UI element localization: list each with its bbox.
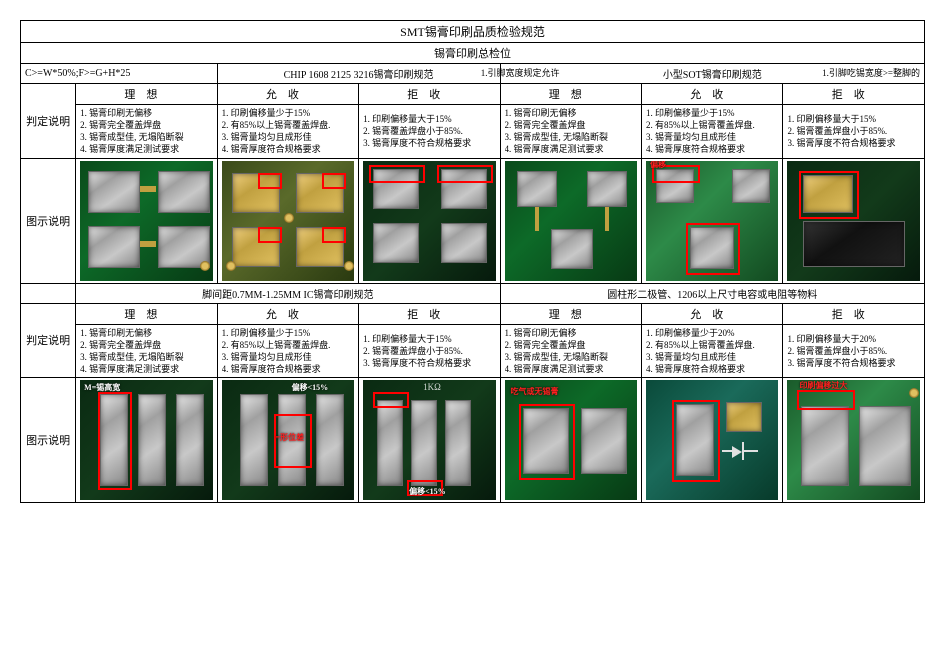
crit-2-reject: 1. 印刷偏移量大于15% 2. 锡膏覆盖焊盘小于85%. 3. 锡膏厚度不符合… (783, 105, 925, 159)
crit-4-reject: 1. 印刷偏移量大于20% 2. 锡膏覆盖焊盘小于85%. 3. 锡膏厚度不符合… (783, 324, 925, 378)
h-reject-2: 拒收 (783, 84, 925, 105)
crit-3-accept: 1. 印刷偏移量少于15% 2. 有85%以上锡膏覆盖焊盘. 3. 锡膏量均匀且… (217, 324, 358, 378)
img-3-reject: 1KΩ 偏移<15% (359, 378, 500, 503)
formula-cell: C>=W*50%;F>=G+H*25 (21, 64, 218, 84)
group2-header: 小型SOT锡膏印刷规范 1.引脚吃锡宽度>=整脚的 (500, 64, 924, 84)
section-row: 锡膏印刷总检位 (21, 43, 925, 64)
h-reject-3: 拒收 (359, 303, 500, 324)
group3-header: 脚间距0.7MM-1.25MM IC锡膏印刷规范 (76, 283, 500, 303)
h-accept-1: 允收 (217, 84, 358, 105)
h-accept-3: 允收 (217, 303, 358, 324)
crit-3-ideal: 1. 锡膏印刷无偏移 2. 锡膏完全覆盖焊盘 3. 锡膏成型佳, 无塌陷断裂 4… (76, 324, 217, 378)
h-ideal-2: 理想 (500, 84, 641, 105)
img-4-accept (641, 378, 782, 503)
img-2-ideal (500, 158, 641, 283)
crit-1-ideal: 1. 锡膏印刷无偏移 2. 锡膏完全覆盖焊盘 3. 锡膏成型佳, 无塌陷断裂 4… (76, 105, 217, 159)
crit-2-ideal: 1. 锡膏印刷无偏移 2. 锡膏完全覆盖焊盘 3. 锡膏成型佳, 无塌陷断裂 4… (500, 105, 641, 159)
img-1-reject (359, 158, 500, 283)
group4-header: 圆柱形二极管、1206以上尺寸电容或电阻等物料 (500, 283, 924, 303)
img-1-accept (217, 158, 358, 283)
group2-label: 小型SOT锡膏印刷规范 (663, 70, 762, 81)
h-ideal-4: 理想 (500, 303, 641, 324)
crit-4-accept: 1. 印刷偏移量少于20% 2. 有85%以上锡膏覆盖焊盘. 3. 锡膏量均匀且… (641, 324, 782, 378)
section-title: 锡膏印刷总检位 (21, 43, 925, 64)
crit-2-accept: 1. 印刷偏移量少于15% 2. 有85%以上锡膏覆盖焊盘. 3. 锡膏量均匀且… (641, 105, 782, 159)
formula-row: C>=W*50%;F>=G+H*25 CHIP 1608 2125 3216锡膏… (21, 64, 925, 84)
image-row-1: 图示说明 (21, 158, 925, 283)
criteria-row-1: 1. 锡膏印刷无偏移 2. 锡膏完全覆盖焊盘 3. 锡膏成型佳, 无塌陷断裂 4… (21, 105, 925, 159)
img-1-ideal (76, 158, 217, 283)
group-row-2: 脚间距0.7MM-1.25MM IC锡膏印刷规范 圆柱形二极管、1206以上尺寸… (21, 283, 925, 303)
img-4-reject: 印刷偏移过大 (783, 378, 925, 503)
crit-3-reject: 1. 印刷偏移量大于15% 2. 锡膏覆盖焊盘小于85%. 3. 锡膏厚度不符合… (359, 324, 500, 378)
overlay-b: 1.引脚吃锡宽度>=整脚的 (822, 66, 920, 79)
image-label-2: 图示说明 (21, 378, 76, 503)
image-label-1: 图示说明 (21, 158, 76, 283)
doc-title: SMT锡膏印刷品质检验规范 (21, 21, 925, 43)
group1-label: CHIP 1608 2125 3216锡膏印刷规范 (284, 70, 434, 81)
col-header-row-2: 判定说明 理想 允收 拒收 理想 允收 拒收 (21, 303, 925, 324)
h-ideal-1: 理想 (76, 84, 217, 105)
title-row: SMT锡膏印刷品质检验规范 (21, 21, 925, 43)
img-3-ideal: M=锡高宽 (76, 378, 217, 503)
h-reject-4: 拒收 (783, 303, 925, 324)
col-header-row-1: 判定说明 理想 允收 拒收 理想 允收 拒收 (21, 84, 925, 105)
image-row-2: 图示说明 M=锡高宽 =形位差 偏移<15% (21, 378, 925, 503)
group1-header: CHIP 1608 2125 3216锡膏印刷规范 1.引脚宽度规定允许 (217, 64, 500, 84)
judge-label-1: 判定说明 (21, 84, 76, 159)
judge-label-2: 判定说明 (21, 303, 76, 378)
img-2-reject (783, 158, 925, 283)
crit-1-reject: 1. 印刷偏移量大于15% 2. 锡膏覆盖焊盘小于85%. 3. 锡膏厚度不符合… (359, 105, 500, 159)
h-accept-2: 允收 (641, 84, 782, 105)
crit-1-accept: 1. 印刷偏移量少于15% 2. 有85%以上锡膏覆盖焊盘. 3. 锡膏量均匀且… (217, 105, 358, 159)
criteria-row-2: 1. 锡膏印刷无偏移 2. 锡膏完全覆盖焊盘 3. 锡膏成型佳, 无塌陷断裂 4… (21, 324, 925, 378)
img-3-accept: =形位差 偏移<15% (217, 378, 358, 503)
crit-4-ideal: 1. 锡膏印刷无偏移 2. 锡膏完全覆盖焊盘 3. 锡膏成型佳, 无塌陷断裂 4… (500, 324, 641, 378)
h-accept-4: 允收 (641, 303, 782, 324)
h-ideal-3: 理想 (76, 303, 217, 324)
h-reject-1: 拒收 (359, 84, 500, 105)
overlay-a: 1.引脚宽度规定允许 (481, 66, 560, 79)
img-4-ideal: 吃气或无锡膏 (500, 378, 641, 503)
img-2-accept: 偏移 (641, 158, 782, 283)
inspection-spec-table: SMT锡膏印刷品质检验规范 锡膏印刷总检位 C>=W*50%;F>=G+H*25… (20, 20, 925, 503)
